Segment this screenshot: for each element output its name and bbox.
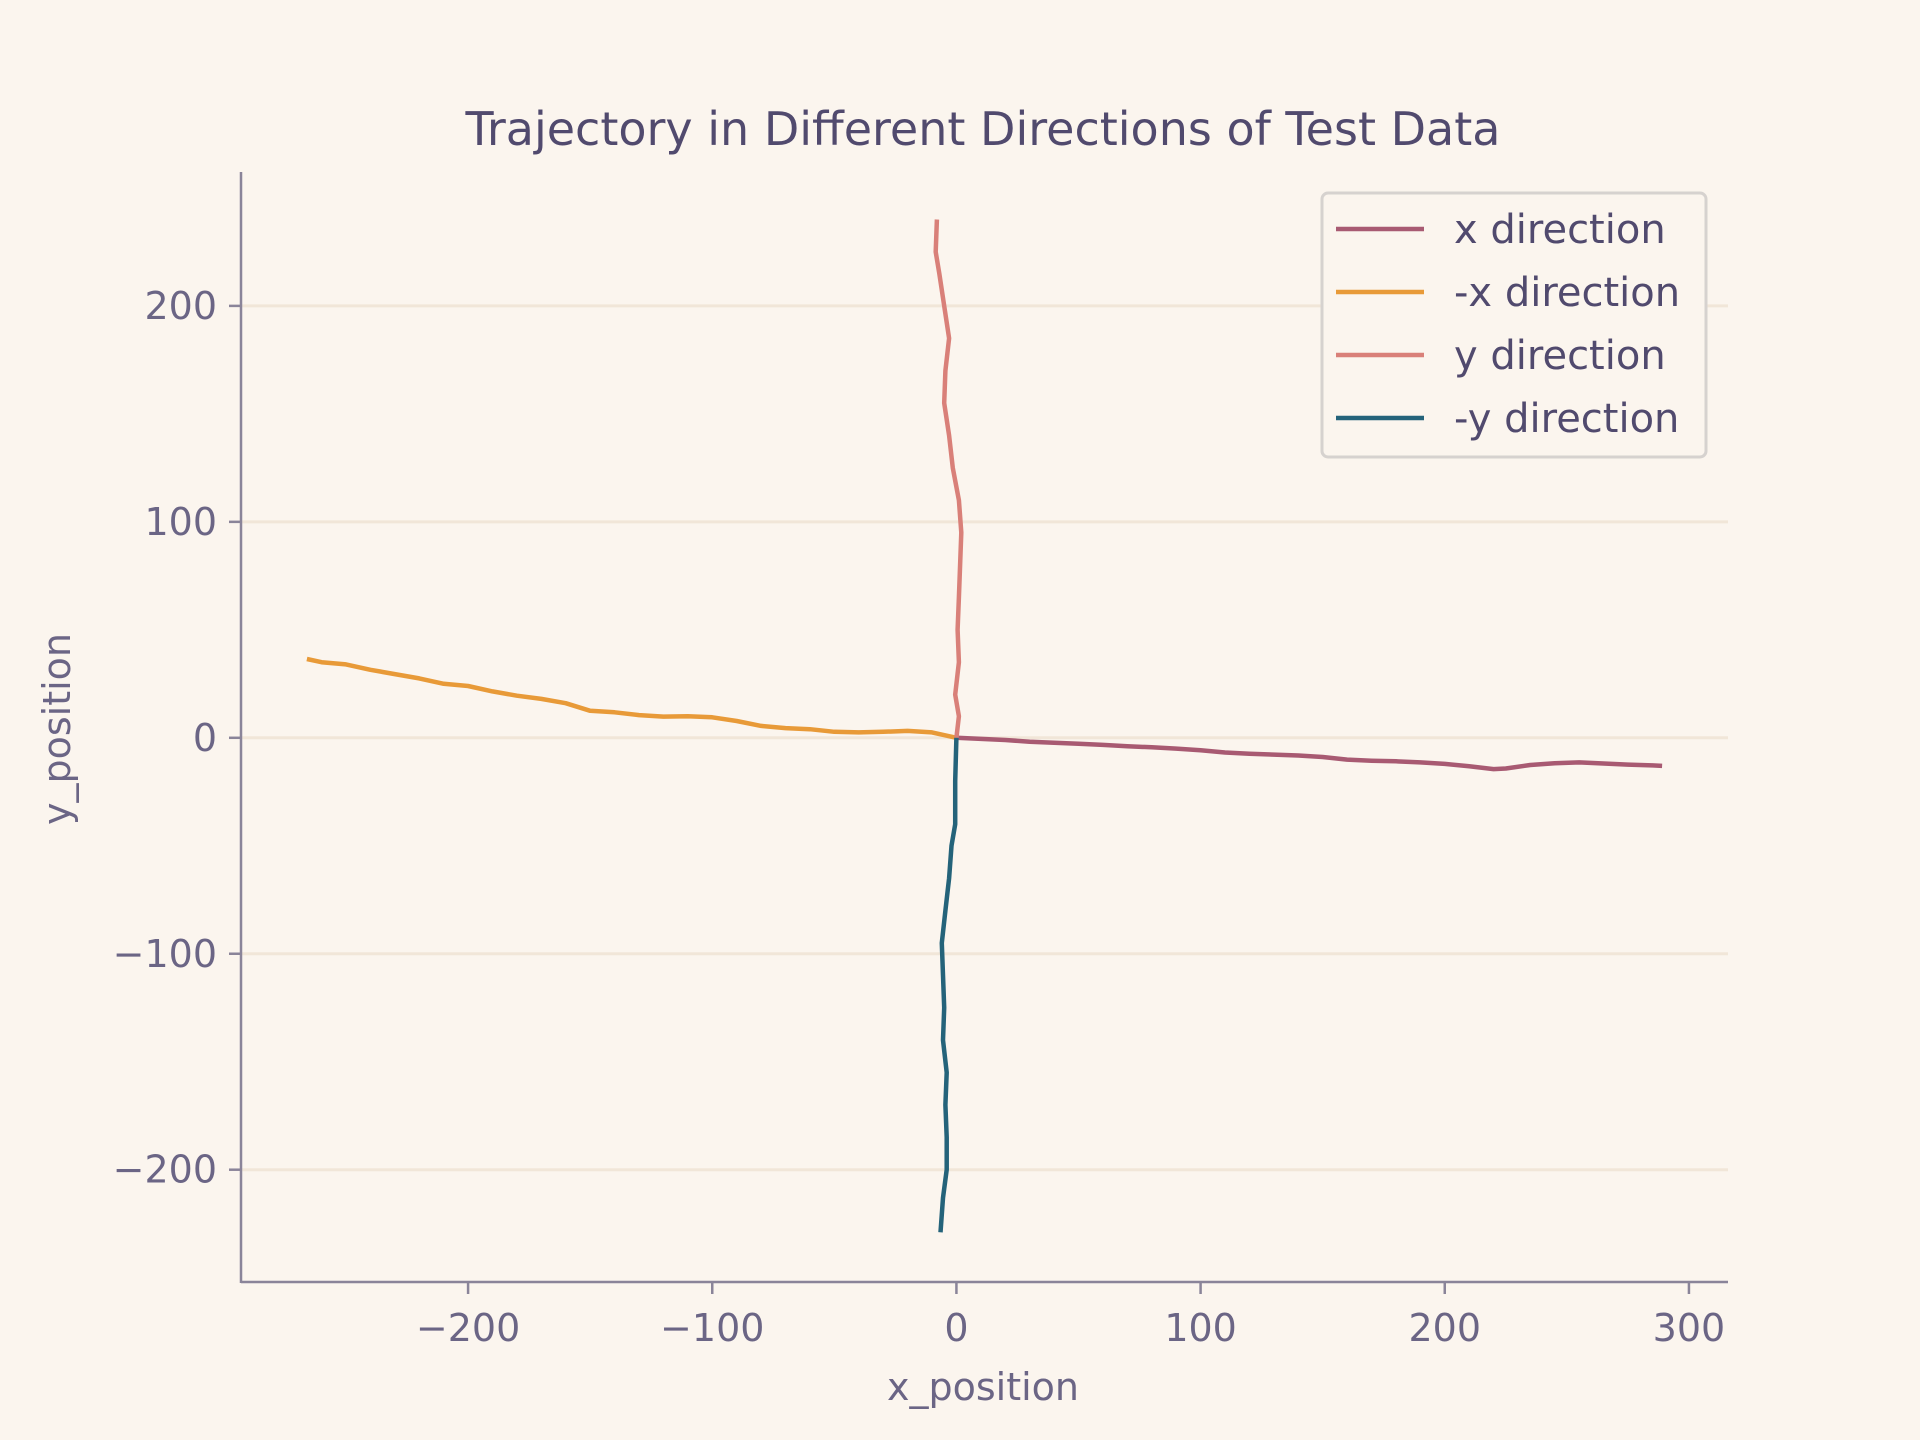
y-tick-label: −200 (113, 1148, 217, 1192)
x-tick-label: −100 (660, 1306, 764, 1350)
x-tick-label: 300 (1653, 1306, 1726, 1350)
x-tick-label: 200 (1408, 1306, 1481, 1350)
series-line-x-direction (956, 735, 1663, 772)
y-tick-label: 100 (144, 500, 217, 544)
legend-box (1320, 191, 1708, 459)
series-line-y-direction (938, 737, 959, 1233)
ticks: −200 −100 0 100 200 300 −200 −100 0 100 200 (113, 284, 1726, 1350)
chart-title: Trajectory in Different Directions of Te… (465, 102, 1501, 156)
legend-label: -y direction (1454, 396, 1679, 442)
legend-label: x direction (1454, 207, 1666, 253)
legend: x direction -x direction y direction -y dir… (1320, 191, 1708, 459)
axes (239, 172, 1728, 1284)
y-tick-label: 200 (144, 284, 217, 328)
x-tick-label: −200 (416, 1306, 520, 1350)
series-line-y-direction (933, 219, 964, 739)
y-tick-label: −100 (113, 932, 217, 976)
legend-label: y direction (1454, 333, 1666, 379)
y-tick-label: 0 (193, 716, 217, 760)
y-axis-label: y_position (35, 633, 79, 825)
x-tick-label: 0 (944, 1306, 968, 1350)
series-lines (306, 219, 1663, 1233)
x-tick-label: 100 (1164, 1306, 1237, 1350)
legend-label: -x direction (1454, 270, 1680, 316)
series-line-x-direction (306, 656, 957, 740)
x-axis-label: x_position (887, 1365, 1079, 1409)
